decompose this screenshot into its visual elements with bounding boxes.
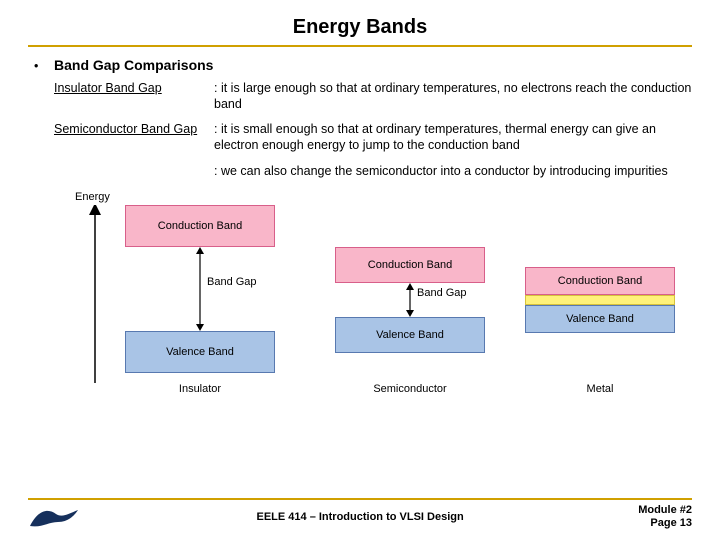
conduction-band: Conduction Band	[125, 205, 275, 247]
band-gap-label: Band Gap	[417, 287, 467, 299]
def-term: Semiconductor Band Gap	[54, 122, 214, 153]
def-term: Insulator Band Gap	[54, 81, 214, 112]
conduction-band: Conduction Band	[335, 247, 485, 283]
column-caption: Semiconductor	[335, 383, 485, 395]
def-body: : it is small enough so that at ordinary…	[214, 122, 692, 153]
page-title: Energy Bands	[28, 10, 692, 43]
energy-axis-label: Energy	[75, 191, 110, 203]
footer-page: Page 13	[638, 517, 692, 530]
valence-band: Valence Band	[525, 305, 675, 333]
column-caption: Insulator	[125, 383, 275, 395]
energy-axis-arrow	[89, 205, 101, 385]
valence-band: Valence Band	[125, 331, 275, 373]
band-gap-diagram: Energy Conduction Band Valence Band Band G…	[53, 189, 673, 399]
diagram-column: Conduction Band Valence Band Band Gap Semic…	[335, 189, 485, 399]
band-gap-arrow	[193, 247, 207, 331]
footer-module: Module #2	[638, 504, 692, 517]
diagram-column: Conduction Band Valence Band Metal	[525, 189, 675, 399]
bullet: •	[34, 59, 54, 73]
band-gap-label: Band Gap	[207, 276, 257, 288]
overlap-band	[525, 295, 675, 305]
def-body: : we can also change the semiconductor i…	[214, 164, 692, 180]
valence-band: Valence Band	[335, 317, 485, 353]
def-extra: : we can also change the semiconductor i…	[214, 164, 692, 180]
rule-bottom	[28, 498, 692, 500]
band-gap-arrow	[403, 283, 417, 317]
def-body: : it is large enough so that at ordinary…	[214, 81, 692, 112]
content-area: • Band Gap Comparisons Insulator Band Ga…	[28, 57, 692, 399]
def-insulator: Insulator Band Gap : it is large enough …	[54, 81, 692, 112]
column-caption: Metal	[525, 383, 675, 395]
footer: EELE 414 – Introduction to VLSI Design M…	[28, 498, 692, 530]
def-semiconductor: Semiconductor Band Gap : it is small eno…	[54, 122, 692, 153]
logo	[28, 504, 82, 530]
rule-top	[28, 45, 692, 47]
heading-row: • Band Gap Comparisons	[34, 57, 692, 73]
footer-meta: Module #2 Page 13	[638, 504, 692, 530]
conduction-band: Conduction Band	[525, 267, 675, 295]
footer-course: EELE 414 – Introduction to VLSI Design	[82, 511, 638, 523]
diagram-column: Conduction Band Valence Band Band Gap Insul…	[125, 189, 275, 399]
heading: Band Gap Comparisons	[54, 57, 213, 73]
